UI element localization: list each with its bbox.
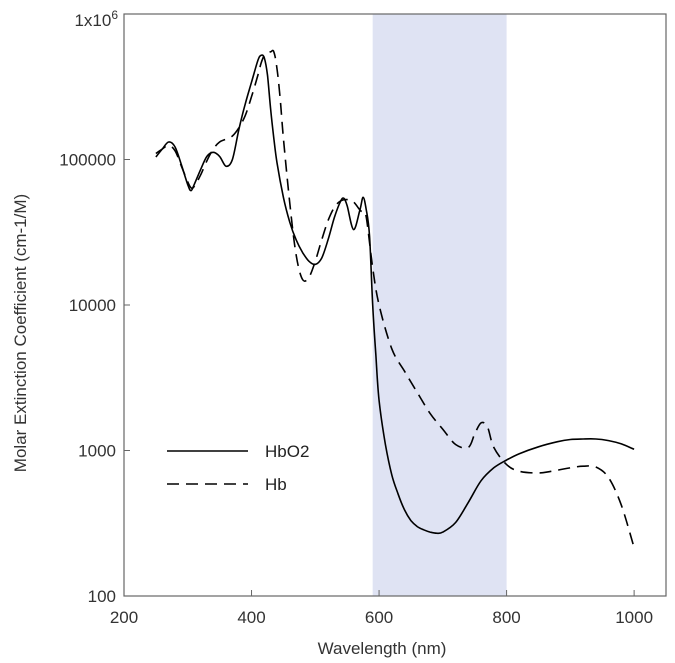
x-tick-label: 200 [110,608,138,627]
legend-label-hbo2: HbO2 [265,442,309,461]
y-axis-title: Molar Extinction Coefficient (cm-1/M) [11,194,30,472]
x-axis-title: Wavelength (nm) [318,639,447,658]
shaded-region [372,14,507,596]
y-tick-label: 100000 [59,151,116,170]
series-line-hb [155,49,635,548]
x-tick-label: 600 [365,608,393,627]
legend-label-hb: Hb [265,475,287,494]
x-tick-label: 800 [492,608,520,627]
legend: HbO2 Hb [167,442,309,494]
x-tick-label: 1000 [615,608,653,627]
y-tick-label: 10000 [69,296,116,315]
series-line-hbo2 [155,54,635,535]
y-tick-label-top: 1x106 [74,8,118,30]
x-tick-label: 400 [237,608,265,627]
y-tick-label: 100 [88,587,116,606]
y-tick-label: 1000 [78,442,116,461]
ticks-layer: 200 400 600 800 1000 100 1000 10000 100000 [59,13,653,627]
series-layer [155,49,635,548]
